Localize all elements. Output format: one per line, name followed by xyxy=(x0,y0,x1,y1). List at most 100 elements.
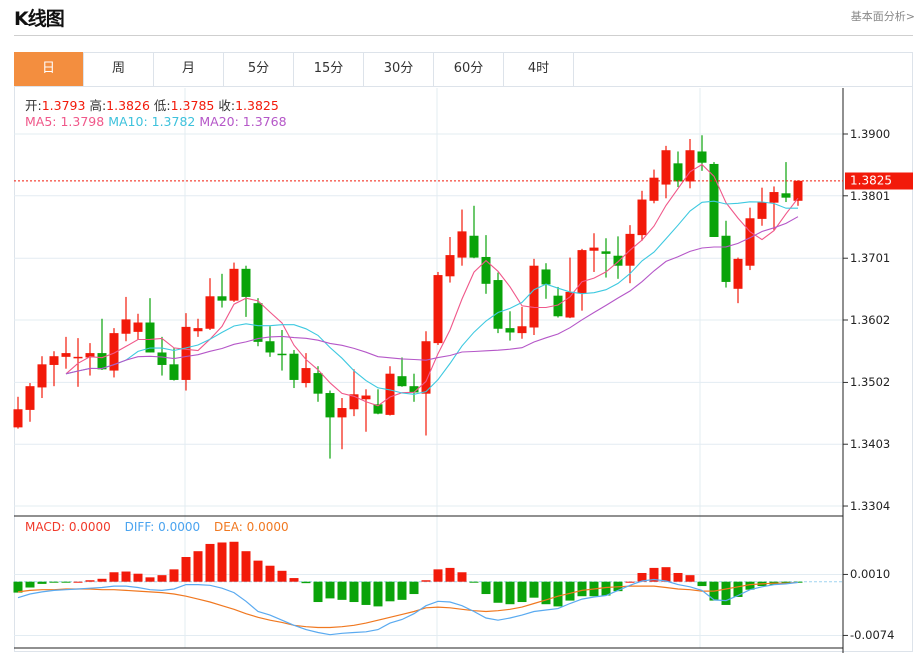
candle-up xyxy=(757,202,767,219)
diff-value: DIFF: 0.0000 xyxy=(124,520,201,534)
macd-bar xyxy=(181,557,191,582)
macd-bar xyxy=(97,578,107,582)
macd-bar xyxy=(697,581,707,587)
ma20-line xyxy=(65,216,799,375)
macd-bar xyxy=(37,581,47,584)
candle-up xyxy=(205,296,215,329)
macd-bar xyxy=(625,581,635,583)
candle-down xyxy=(481,256,491,284)
low-value: 1.3785 xyxy=(170,98,215,113)
candle-up xyxy=(565,291,575,318)
price-tick-label: 1.3602 xyxy=(850,313,891,327)
macd-bar xyxy=(217,542,227,582)
header-divider xyxy=(14,35,913,36)
candle-up xyxy=(661,150,671,185)
dea-line xyxy=(17,581,799,629)
macd-bar xyxy=(517,581,527,603)
macd-bar xyxy=(397,581,407,600)
tab-4hour[interactable]: 4时 xyxy=(504,52,574,86)
macd-bar xyxy=(133,573,143,582)
macd-bar xyxy=(649,567,659,582)
candle-up xyxy=(385,373,395,415)
ohlc-info: 开:1.3793 高:1.3826 低:1.3785 收:1.3825 xyxy=(25,95,279,114)
tab-60min[interactable]: 60分 xyxy=(434,52,504,86)
candle-down xyxy=(697,151,707,163)
ma10-value: MA10: 1.3782 xyxy=(108,114,196,129)
candle-down xyxy=(721,235,731,282)
macd-bar xyxy=(637,572,647,582)
candle-down xyxy=(553,295,563,317)
close-value: 1.3825 xyxy=(235,98,279,113)
macd-bar xyxy=(577,581,587,597)
macd-bar xyxy=(733,581,743,597)
macd-bar xyxy=(193,551,203,582)
candle-down xyxy=(217,296,227,301)
macd-bar xyxy=(661,567,671,582)
tab-5min[interactable]: 5分 xyxy=(224,52,294,86)
tab-month[interactable]: 月 xyxy=(154,52,224,86)
macd-bar xyxy=(25,581,35,588)
candle-down xyxy=(673,163,683,182)
tab-15min[interactable]: 15分 xyxy=(294,52,364,86)
open-value: 1.3793 xyxy=(41,98,86,113)
macd-bar xyxy=(325,581,335,599)
ma10-line xyxy=(65,200,798,395)
macd-bar xyxy=(241,551,251,582)
candle-up xyxy=(85,353,95,358)
tab-day[interactable]: 日 xyxy=(14,52,84,86)
ma5-line xyxy=(65,163,799,407)
macd-bar xyxy=(493,581,503,603)
candle-down xyxy=(265,341,275,353)
candle-down xyxy=(541,269,551,285)
price-tick-label: 1.3502 xyxy=(850,375,891,390)
macd-bar xyxy=(541,581,551,605)
price-tick-label: 1.3403 xyxy=(850,437,891,452)
candle-up xyxy=(133,322,143,332)
ma-info: MA5: 1.3798 MA10: 1.3782 MA20: 1.3768 xyxy=(25,114,287,129)
tab-30min[interactable]: 30分 xyxy=(364,52,434,86)
period-tabs: 日 周 月 5分 15分 30分 60分 4时 xyxy=(14,52,913,87)
close-label: 收: xyxy=(218,98,236,113)
high-label: 高: xyxy=(89,98,107,113)
macd-tick-label: 0.0010 xyxy=(850,567,891,582)
price-tick-label: 1.3304 xyxy=(850,499,891,514)
macd-bar xyxy=(745,581,755,590)
macd-bar xyxy=(13,581,23,593)
candle-up xyxy=(73,356,83,359)
macd-bar xyxy=(361,581,371,605)
macd-bar xyxy=(49,581,59,583)
macd-bar xyxy=(433,569,443,582)
candle-down xyxy=(289,353,299,380)
macd-bar xyxy=(73,581,83,583)
macd-value: MACD: 0.0000 xyxy=(25,520,111,534)
page-title: K线图 xyxy=(14,8,65,30)
macd-bar xyxy=(85,580,95,582)
candle-up xyxy=(25,386,35,410)
low-label: 低: xyxy=(153,98,171,113)
macd-bar xyxy=(457,572,467,582)
tab-week[interactable]: 周 xyxy=(84,52,154,86)
macd-bar xyxy=(337,581,347,600)
macd-bar xyxy=(301,581,311,584)
candle-up xyxy=(37,364,47,388)
macd-bar xyxy=(553,581,563,607)
macd-bar xyxy=(685,575,695,582)
candle-up xyxy=(529,265,539,328)
candle-up xyxy=(229,268,239,301)
ma5-value: MA5: 1.3798 xyxy=(25,114,105,129)
macd-info: MACD: 0.0000 DIFF: 0.0000 DEA: 0.0000 xyxy=(25,520,289,534)
candle-down xyxy=(781,193,791,198)
candle-down xyxy=(241,268,251,297)
high-value: 1.3826 xyxy=(106,98,150,113)
candle-up xyxy=(181,326,191,380)
macd-bar xyxy=(157,575,167,582)
macd-tick-label: -0.0074 xyxy=(850,628,895,643)
candle-down xyxy=(157,352,167,365)
candle-down xyxy=(253,303,263,342)
fundamental-analysis-link[interactable]: 基本面分析> xyxy=(850,10,915,23)
candle-up xyxy=(517,326,527,334)
diff-line xyxy=(17,578,799,636)
candle-down xyxy=(397,376,407,387)
macd-bar xyxy=(289,578,299,582)
